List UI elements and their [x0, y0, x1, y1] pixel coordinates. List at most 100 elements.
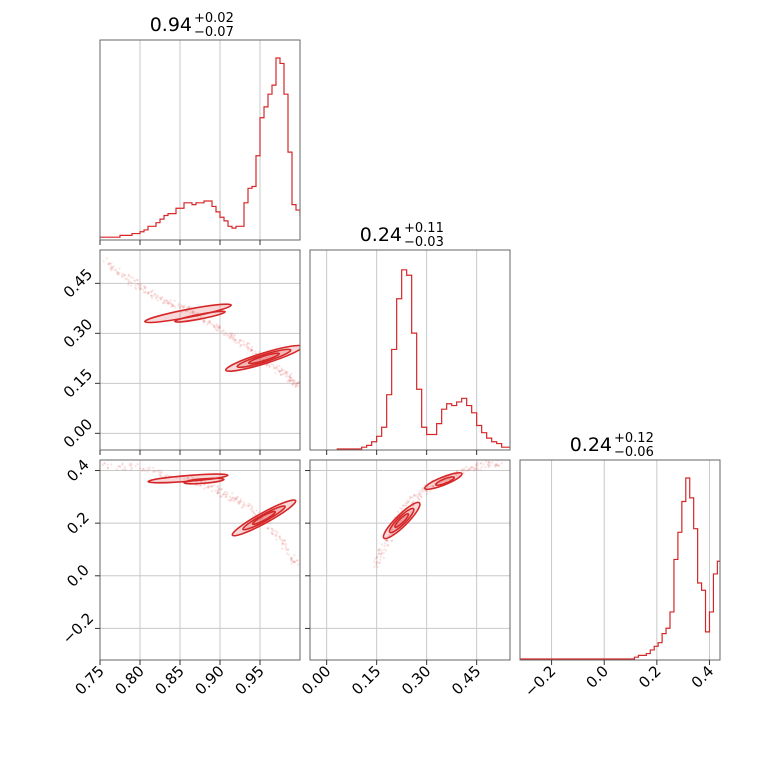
panel-background: [100, 40, 300, 240]
scatter-point: [281, 539, 284, 543]
scatter-point: [168, 301, 172, 304]
scatter-point: [202, 320, 205, 323]
scatter-point: [278, 370, 281, 374]
scatter-point: [238, 339, 242, 342]
scatter-point: [156, 294, 159, 297]
scatter-point: [281, 541, 284, 545]
y-tick-label: 0.4: [63, 456, 93, 486]
scatter-point: [218, 326, 221, 330]
scatter-point: [131, 276, 134, 279]
scatter-point: [245, 345, 248, 348]
scatter-point: [229, 499, 232, 502]
scatter-point: [214, 325, 217, 329]
scatter-point: [275, 538, 278, 541]
scatter-point: [203, 487, 206, 490]
scatter-point: [400, 507, 404, 510]
scatter-point: [294, 382, 298, 386]
scatter-point: [291, 556, 294, 559]
scatter-point: [290, 558, 294, 562]
scatter-point: [159, 474, 162, 477]
scatter-point: [265, 364, 268, 367]
scatter-point: [280, 367, 283, 370]
scatter-point: [286, 375, 290, 378]
scatter-point: [480, 461, 483, 465]
scatter-point: [234, 339, 238, 342]
scatter-point: [376, 561, 379, 564]
scatter-point: [443, 480, 447, 483]
scatter-point: [187, 306, 191, 309]
scatter-point: [156, 295, 159, 299]
scatter-point: [289, 376, 292, 379]
contour-line: [434, 476, 456, 487]
scatter-point: [463, 469, 466, 472]
scatter-point: [375, 563, 378, 566]
scatter-point: [465, 465, 468, 468]
scatter-point: [130, 281, 133, 284]
scatter-point: [146, 467, 149, 470]
scatter-point: [274, 371, 277, 375]
scatter-point: [218, 324, 221, 328]
y-tick-label: 0.15: [60, 365, 96, 401]
scatter-point: [265, 356, 269, 359]
scatter-point: [247, 502, 250, 505]
scatter-point: [233, 337, 236, 340]
scatter-point: [292, 381, 295, 384]
scatter-point: [470, 466, 474, 469]
scatter-point: [147, 292, 150, 295]
scatter-point: [276, 368, 279, 371]
scatter-point: [236, 496, 240, 499]
scatter-point: [411, 501, 414, 504]
scatter-point: [455, 473, 458, 476]
scatter-point: [235, 341, 238, 345]
scatter-point: [123, 465, 126, 468]
scatter-point: [248, 342, 251, 345]
scatter-point: [301, 387, 303, 389]
scatter-point: [484, 465, 487, 469]
x-tick-label: 0.30: [398, 662, 434, 698]
scatter-point: [237, 502, 240, 506]
scatter-point: [116, 273, 119, 276]
scatter-point: [143, 286, 146, 289]
scatter-point: [286, 547, 290, 551]
scatter-point: [123, 467, 126, 471]
scatter-point: [142, 288, 145, 291]
scatter-point: [228, 336, 231, 339]
scatter-point: [117, 273, 121, 276]
scatter-point: [301, 387, 303, 389]
scatter-point: [291, 560, 295, 563]
scatter-point: [425, 492, 429, 496]
scatter-point: [210, 490, 214, 493]
scatter-point: [468, 467, 471, 471]
scatter-point: [472, 466, 475, 469]
scatter-point: [123, 273, 126, 277]
scatter-point: [457, 473, 461, 476]
scatter-point: [167, 302, 170, 305]
scatter-point: [239, 498, 243, 501]
scatter-point: [133, 279, 136, 282]
title-param0-minus: −0.07: [194, 25, 234, 40]
scatter-point: [217, 488, 220, 491]
scatter-point: [165, 473, 168, 477]
scatter-point: [222, 333, 225, 336]
scatter-point: [189, 311, 192, 314]
panel-background: [520, 460, 720, 660]
scatter-point: [295, 382, 298, 385]
x-tick-label: 0.2: [635, 662, 665, 692]
scatter-point: [290, 379, 294, 382]
scatter-point: [254, 350, 257, 353]
scatter-point: [233, 340, 236, 343]
scatter-point: [139, 467, 142, 470]
scatter-point: [139, 283, 142, 286]
contour-line: [247, 352, 281, 365]
scatter-point: [270, 533, 274, 536]
scatter-point: [487, 465, 490, 469]
scatter-point: [143, 291, 146, 294]
scatter-point: [383, 548, 386, 551]
scatter-point: [476, 464, 479, 467]
scatter-point: [134, 284, 137, 287]
scatter-point: [136, 279, 139, 282]
x-tick-label: 0.0: [582, 662, 612, 692]
title-param0-value: 0.94: [150, 14, 192, 36]
scatter-point: [207, 319, 210, 322]
scatter-point: [194, 312, 197, 315]
